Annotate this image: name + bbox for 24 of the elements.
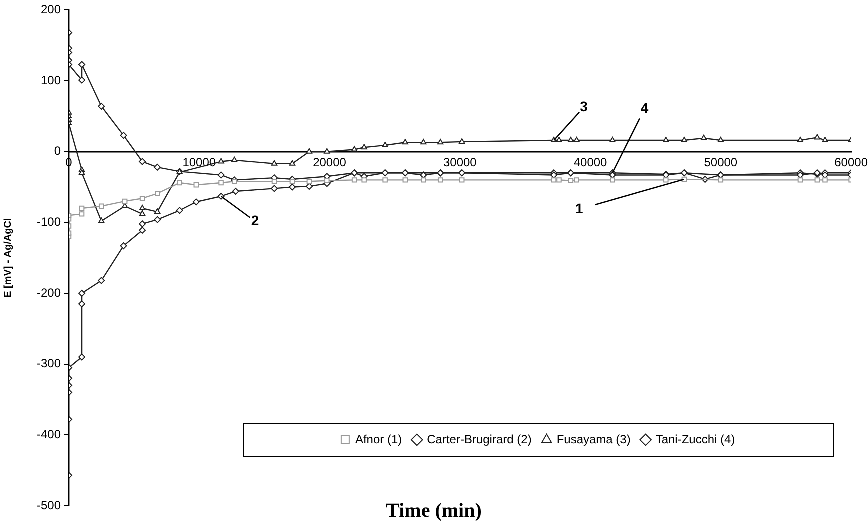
- y-tick-label: -400: [36, 427, 62, 442]
- x-tick-label: 40000: [574, 155, 608, 170]
- x-tick-label: 50000: [704, 155, 738, 170]
- y-tick-label: -100: [36, 215, 62, 229]
- x-axis-title: Time (min): [386, 500, 482, 522]
- y-tick-label: -200: [36, 286, 62, 300]
- x-tick-label: 10000: [182, 155, 216, 170]
- y-tick-label: 0: [54, 144, 62, 158]
- x-tick-label: 20000: [313, 155, 347, 170]
- legend-label: Fusayama (3): [556, 432, 631, 446]
- y-tick-label: -300: [36, 356, 62, 371]
- y-tick-label: -500: [36, 498, 62, 512]
- annotation: 4: [640, 100, 649, 116]
- x-tick-label: 30000: [443, 155, 478, 170]
- y-tick-label: 200: [40, 2, 62, 17]
- y-axis-title: E [mV] - Ag/AgCl: [2, 218, 14, 298]
- legend-label: Carter-Brugirard (2): [427, 432, 532, 446]
- legend-label: Tani-Zucchi (4): [656, 432, 736, 446]
- annotation: 3: [580, 98, 588, 114]
- annotation: 2: [251, 212, 260, 228]
- legend-label: Afnor (1): [355, 432, 402, 446]
- x-tick-label: 60000: [834, 155, 868, 170]
- annotation: 1: [576, 200, 584, 216]
- y-tick-label: 100: [40, 73, 62, 88]
